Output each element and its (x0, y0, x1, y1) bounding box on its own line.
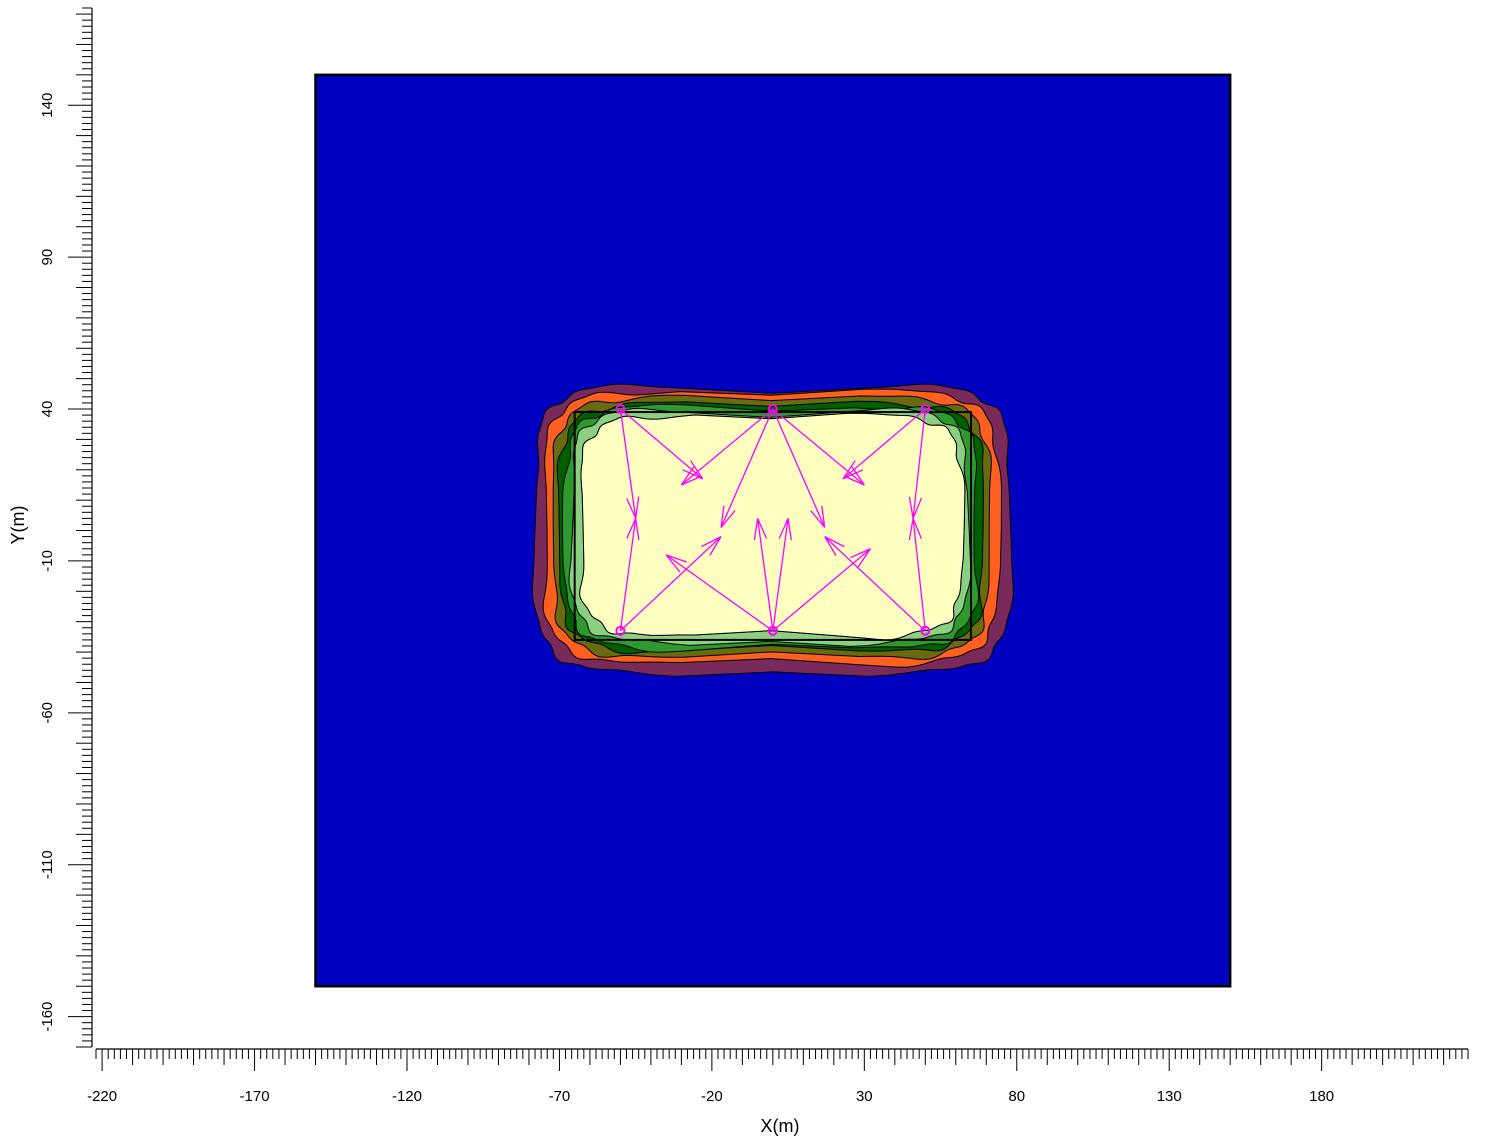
vector-arrowhead (912, 518, 923, 539)
vector-arrowhead (665, 554, 688, 563)
vector-arrowhead (842, 460, 856, 480)
x-tick-label: -20 (701, 1088, 723, 1105)
x-tick-label: 130 (1157, 1088, 1182, 1105)
vector-arrowhead (908, 496, 914, 519)
vector-line (680, 408, 774, 486)
vector-arrowhead (753, 518, 759, 541)
vector-line (619, 408, 637, 519)
vector-arrowhead (701, 536, 722, 548)
vector-line (665, 554, 774, 632)
source-marker (920, 404, 931, 415)
x-tick-label: 30 (856, 1088, 873, 1105)
vector-line (824, 536, 926, 632)
y-tick-label: -160 (39, 1002, 56, 1032)
vector-line (619, 408, 704, 480)
vector-arrowhead (810, 510, 826, 528)
contour-zone-core-top (579, 412, 966, 641)
vector-arrowhead (824, 536, 845, 548)
vector-line (772, 408, 826, 528)
vector-arrowhead (680, 466, 695, 486)
x-tick-label: -170 (240, 1088, 270, 1105)
vector-arrowhead (842, 469, 864, 480)
y-tick-label: 90 (39, 249, 56, 266)
y-axis: 140 90 40 -10 -60 -110 -160 (39, 7, 93, 1048)
vector-line (756, 518, 774, 631)
vector-arrowhead (787, 518, 792, 541)
vector-arrowhead (850, 548, 871, 559)
vector-arrowhead (778, 518, 789, 539)
x-tick-label: -70 (549, 1088, 571, 1105)
vector-line (619, 536, 722, 632)
vector-arrowhead (681, 475, 702, 486)
source-marker (767, 404, 778, 415)
vector-arrowhead (635, 496, 640, 519)
vector-arrowhead (626, 498, 637, 519)
vector-arrowhead (626, 518, 637, 539)
y-tick-label: -10 (39, 550, 56, 572)
vector-line (912, 408, 926, 519)
vector-line (619, 518, 637, 631)
y-tick-label: -60 (39, 702, 56, 724)
x-axis-title: X(m) (761, 1116, 800, 1136)
plot-field (315, 74, 1231, 987)
vector-arrowhead (912, 497, 923, 519)
source-marker (615, 625, 626, 636)
vector-layer (615, 404, 931, 636)
vector-arrowhead (720, 510, 736, 528)
source-marker (920, 625, 931, 636)
vector-arrowhead (635, 518, 640, 541)
x-tick-label: 180 (1309, 1088, 1334, 1105)
x-axis: -220 -170 -120 -70 -20 30 80 130 180 (87, 1048, 1469, 1105)
vector-arrowhead (665, 554, 681, 573)
vector-line (842, 408, 926, 480)
vector-line (772, 548, 871, 632)
domain-box (314, 73, 1232, 988)
x-tick-label: 80 (1008, 1088, 1025, 1105)
y-tick-label: 40 (39, 401, 56, 418)
vector-arrowhead (709, 536, 722, 556)
vector-arrowhead (908, 518, 914, 541)
source-marker (615, 404, 626, 415)
vector-line (720, 408, 774, 528)
domain-frame (314, 73, 1232, 988)
vector-arrowhead (843, 475, 865, 486)
vector-arrowhead (857, 548, 871, 568)
vector-arrowhead (821, 505, 826, 528)
vector-line (772, 408, 865, 486)
y-tick-label: -110 (39, 850, 56, 879)
vector-arrowhead (720, 505, 725, 528)
vector-line (772, 518, 789, 631)
source-marker (767, 625, 778, 636)
vector-line (912, 518, 926, 631)
y-axis-title: Y(m) (8, 506, 28, 545)
x-tick-label: -220 (87, 1088, 117, 1105)
y-tick-label: 140 (39, 93, 56, 118)
vector-arrowhead (824, 536, 837, 556)
x-tick-label: -120 (392, 1088, 422, 1105)
vector-arrowhead (757, 518, 768, 539)
